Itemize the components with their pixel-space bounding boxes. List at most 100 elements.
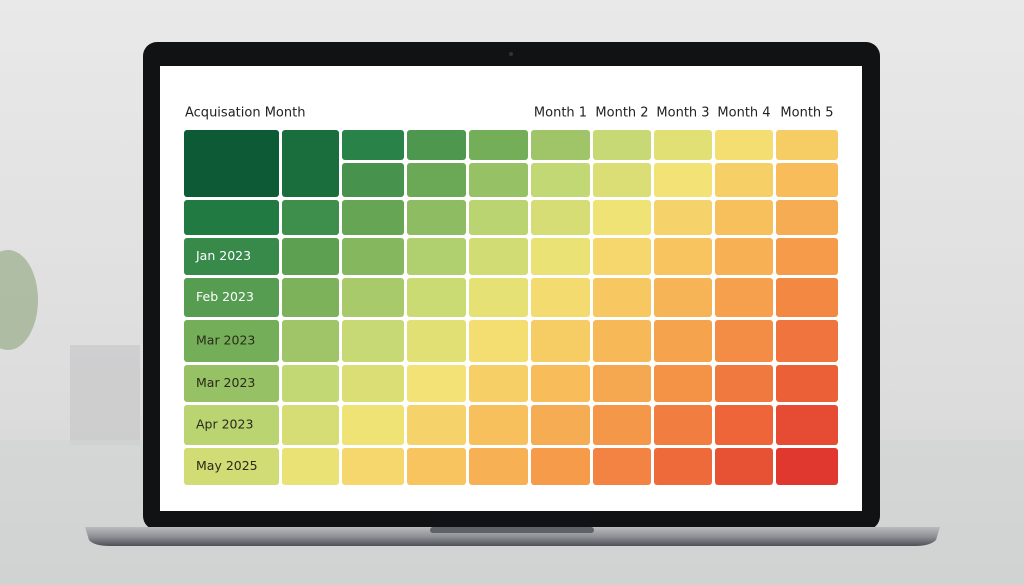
heatmap-cell [342, 130, 404, 160]
laptop-base [85, 527, 940, 546]
heatmap-cell [715, 238, 773, 275]
heatmap-cell [593, 448, 651, 485]
heatmap-cell [531, 405, 590, 445]
heatmap-cell [469, 405, 528, 445]
heatmap-cell [654, 448, 712, 485]
heatmap-cell [593, 163, 651, 197]
heatmap-cell [715, 448, 773, 485]
heatmap-cell [407, 278, 466, 317]
heatmap-cell [342, 320, 404, 362]
heatmap-cell [715, 320, 773, 362]
heatmap-cell [469, 320, 528, 362]
laptop-notch [430, 527, 594, 533]
heatmap-cell [776, 448, 838, 485]
heatmap-cell [184, 130, 279, 197]
heatmap-cell [776, 200, 838, 235]
heatmap-cell [282, 278, 339, 317]
heatmap-cell [715, 163, 773, 197]
heatmap [184, 130, 838, 485]
heatmap-cell [469, 130, 528, 160]
heatmap-cell [184, 200, 279, 235]
heatmap-cell [342, 365, 404, 402]
column-header: Month 4 [717, 106, 770, 121]
column-header: Month 2 [595, 106, 648, 121]
heatmap-cell [776, 238, 838, 275]
heatmap-cell [654, 365, 712, 402]
heatmap-cell [282, 448, 339, 485]
row-label: Mar 2023 [196, 333, 255, 348]
row-label: Mar 2023 [196, 375, 255, 390]
heatmap-cell [184, 320, 279, 362]
heatmap-cell [184, 405, 279, 445]
heatmap-cell [407, 200, 466, 235]
heatmap-cell [342, 448, 404, 485]
heatmap-cell [342, 200, 404, 235]
heatmap-cell [469, 200, 528, 235]
heatmap-cell [531, 200, 590, 235]
heatmap-cell [531, 238, 590, 275]
heatmap-cell [593, 200, 651, 235]
heatmap-cell [531, 320, 590, 362]
heatmap-cell [407, 130, 466, 160]
row-label: Jan 2023 [195, 248, 251, 263]
blurred-plant [0, 250, 38, 350]
heatmap-cell [654, 278, 712, 317]
column-header: Month 1 [534, 106, 587, 121]
heatmap-cell [531, 278, 590, 317]
heatmap-cell [184, 448, 279, 485]
heatmap-cell [282, 320, 339, 362]
heatmap-cell [342, 238, 404, 275]
heatmap-cell [776, 365, 838, 402]
heatmap-cell [469, 238, 528, 275]
heatmap-cell [531, 130, 590, 160]
heatmap-cell [407, 238, 466, 275]
heatmap-cell [282, 200, 339, 235]
heatmap-cell [184, 238, 279, 275]
column-header: Month 3 [656, 106, 709, 121]
heatmap-cell [282, 238, 339, 275]
column-header: Month 5 [780, 106, 833, 121]
heatmap-cell [407, 405, 466, 445]
heatmap-cell [593, 320, 651, 362]
heatmap-cell [593, 405, 651, 445]
heatmap-cell [776, 163, 838, 197]
heatmap-cell [469, 448, 528, 485]
heatmap-cell [469, 278, 528, 317]
heatmap-cell [342, 405, 404, 445]
heatmap-cell [654, 405, 712, 445]
heatmap-cell [531, 163, 590, 197]
camera [509, 52, 513, 56]
heatmap-cell [715, 130, 773, 160]
heatmap-cell [715, 278, 773, 317]
heatmap-cell [531, 365, 590, 402]
heatmap-cell [776, 130, 838, 160]
heatmap-cell [654, 200, 712, 235]
heatmap-cell [593, 238, 651, 275]
heatmap-cell [407, 163, 466, 197]
heatmap-cell [654, 238, 712, 275]
heatmap-cell [776, 405, 838, 445]
heatmap-cell [184, 278, 279, 317]
heatmap-cell [342, 163, 404, 197]
header-title: Acquisation Month [185, 106, 305, 121]
heatmap-cell [593, 278, 651, 317]
heatmap-cell [342, 278, 404, 317]
heatmap-cell [407, 448, 466, 485]
heatmap-cell [776, 320, 838, 362]
heatmap-cell [654, 130, 712, 160]
heatmap-cell [407, 320, 466, 362]
row-label: May 2025 [196, 458, 258, 473]
heatmap-cell [282, 130, 339, 197]
heatmap-cell [531, 448, 590, 485]
heatmap-cell [407, 365, 466, 402]
heatmap-cell [715, 365, 773, 402]
blurred-object [70, 345, 140, 445]
row-label: Apr 2023 [196, 417, 253, 432]
heatmap-cell [593, 130, 651, 160]
heatmap-cell [282, 365, 339, 402]
heatmap-cell [715, 200, 773, 235]
heatmap-cell [184, 365, 279, 402]
heatmap-cell [654, 163, 712, 197]
heatmap-cell [593, 365, 651, 402]
